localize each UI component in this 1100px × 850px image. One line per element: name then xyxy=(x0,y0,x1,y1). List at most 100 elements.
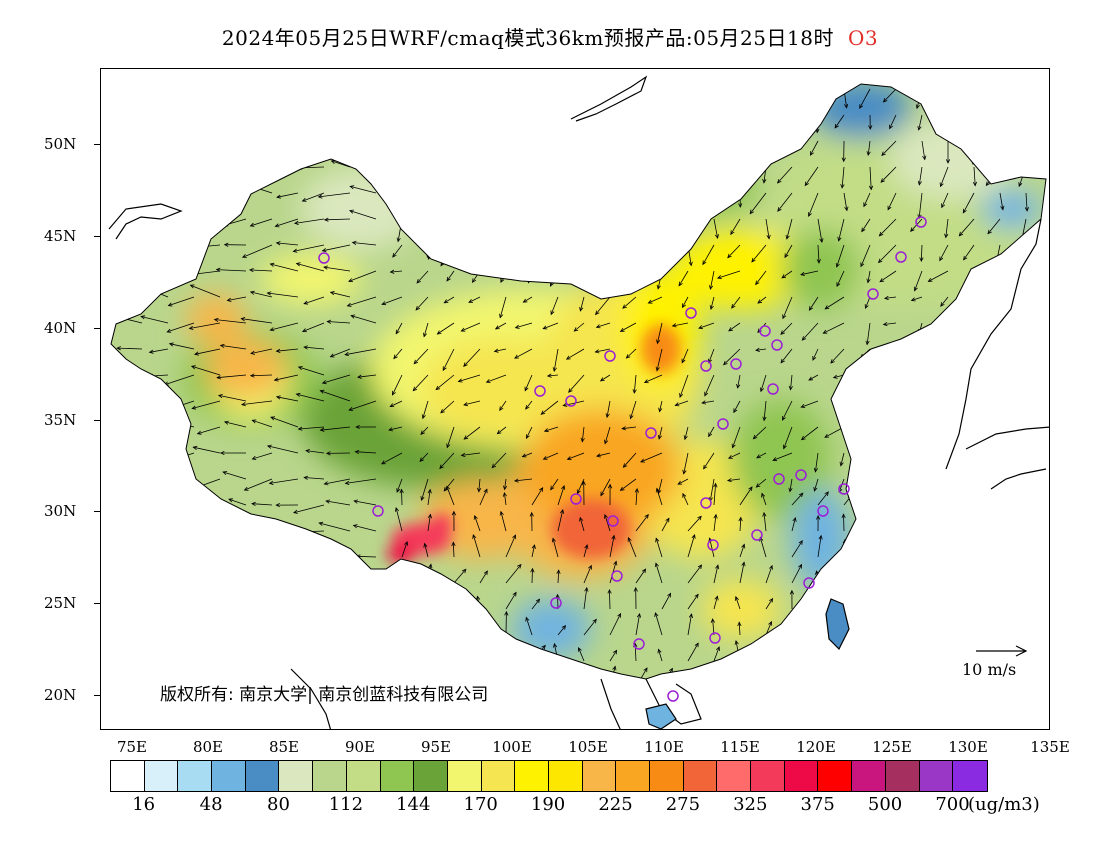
wind-vector xyxy=(808,296,819,311)
wind-vector xyxy=(878,400,897,405)
wind-vector xyxy=(413,348,429,365)
wind-vector xyxy=(252,84,273,90)
wind-vector xyxy=(531,544,536,558)
wind-vector xyxy=(531,598,541,610)
wind-vector xyxy=(525,616,533,636)
wind-vector xyxy=(146,602,169,610)
wind-vector xyxy=(921,511,927,532)
wind-vector xyxy=(505,534,517,558)
wind-vector xyxy=(293,634,325,645)
wind-vector xyxy=(608,88,613,114)
wind-vector xyxy=(791,114,796,135)
colorbar-label: 325 xyxy=(733,794,768,815)
wind-vector xyxy=(966,565,975,584)
lat-tick xyxy=(94,511,100,512)
wind-vector xyxy=(138,104,169,116)
wind-vector xyxy=(931,374,949,391)
wind-vector xyxy=(148,348,169,354)
wind-vector xyxy=(776,166,793,184)
wind-vector xyxy=(547,140,559,164)
wind-vector xyxy=(708,88,715,107)
wind-vector xyxy=(674,400,689,407)
wind-vector xyxy=(266,291,299,298)
wind-vector xyxy=(810,669,819,679)
wind-vector xyxy=(474,88,481,110)
wind-vector xyxy=(879,270,897,283)
wind-vector xyxy=(292,114,325,123)
wind-vector xyxy=(389,269,403,274)
wind-vector xyxy=(416,270,429,284)
colorbar-label: 700 xyxy=(935,794,970,815)
wind-vector xyxy=(812,88,819,105)
wind-vector xyxy=(655,537,663,558)
wind-vector xyxy=(635,513,649,532)
wind-vector xyxy=(350,314,377,324)
wind-vector xyxy=(839,452,845,467)
wind-vector xyxy=(395,618,403,636)
lat-label-30n: 30N xyxy=(44,502,77,520)
wind-vector xyxy=(318,521,351,532)
wind-vector xyxy=(755,478,767,488)
wind-vector xyxy=(709,296,715,310)
wind-vector xyxy=(525,400,533,410)
wind-vector xyxy=(969,621,975,636)
wind-vector xyxy=(531,487,544,506)
wind-vector xyxy=(579,516,585,532)
wind-vector xyxy=(1003,452,1027,464)
city-marker xyxy=(604,350,616,362)
wind-vector xyxy=(175,140,195,149)
wind-vector xyxy=(275,502,299,508)
wind-vector xyxy=(119,530,143,535)
wind-vector xyxy=(354,449,377,455)
wind-vector xyxy=(394,507,403,532)
wind-vector xyxy=(219,343,247,350)
wind-vector xyxy=(117,629,143,636)
wind-vector xyxy=(955,452,975,458)
city-marker xyxy=(751,529,763,541)
wind-vector xyxy=(739,561,746,584)
wind-vector xyxy=(164,88,195,100)
wind-vector xyxy=(943,542,949,558)
wind-vector xyxy=(423,322,429,338)
colorbar-swatch xyxy=(313,761,347,791)
wind-vector xyxy=(596,452,611,458)
wind-vector xyxy=(111,478,117,487)
forecast-map[interactable] xyxy=(100,68,1050,730)
wind-vector xyxy=(749,192,767,215)
wind-vector xyxy=(929,348,949,356)
wind-vector xyxy=(809,140,819,156)
wind-vector xyxy=(222,114,247,120)
wind-vector xyxy=(502,491,507,506)
wind-vector xyxy=(321,624,351,636)
wind-vector xyxy=(1024,192,1029,212)
wind-vector xyxy=(963,322,975,335)
wind-vector xyxy=(241,244,273,258)
wind-vector xyxy=(392,374,403,396)
wind-vector xyxy=(904,452,923,466)
colorbar-label: 190 xyxy=(530,794,566,815)
wind-vector xyxy=(635,613,642,636)
wind-vector xyxy=(220,140,247,152)
wind-vector xyxy=(219,166,247,171)
wind-vector xyxy=(661,88,667,115)
wind-vector xyxy=(876,452,897,457)
wind-vector xyxy=(499,296,507,319)
wind-vector xyxy=(435,374,455,391)
wind-vector xyxy=(196,547,221,558)
wind-vector xyxy=(141,87,169,93)
wind-vector xyxy=(661,166,666,185)
colorbar-swatch xyxy=(212,761,246,791)
wind-vector xyxy=(921,569,929,584)
wind-vector xyxy=(713,595,719,610)
wind-vector xyxy=(834,114,845,129)
wind-vector xyxy=(619,322,637,332)
wind-vector xyxy=(921,540,932,558)
wind-vector xyxy=(816,514,821,532)
wind-vector xyxy=(491,140,507,163)
wind-vector xyxy=(759,374,767,393)
wind-vector xyxy=(321,244,351,253)
wind-vector xyxy=(704,374,715,397)
wind-vector xyxy=(788,478,793,493)
wind-vector xyxy=(687,672,696,679)
wind-vector xyxy=(812,348,819,361)
